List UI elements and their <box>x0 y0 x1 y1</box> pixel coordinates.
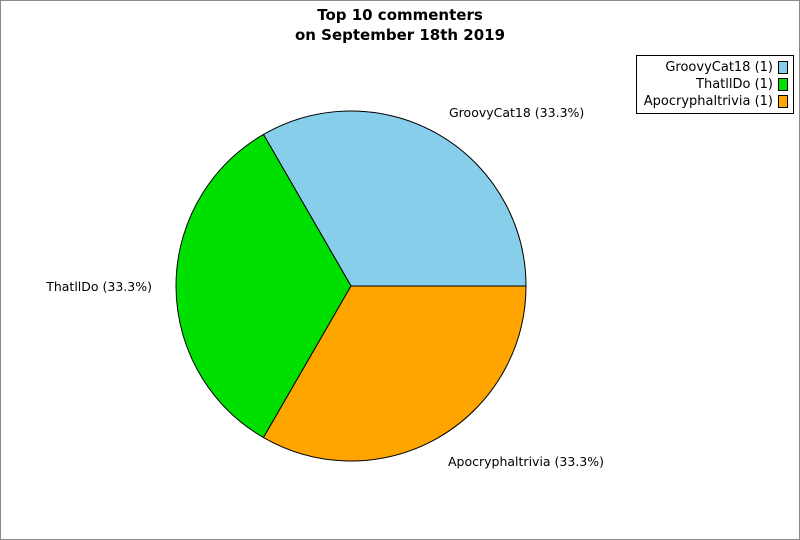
chart-title: Top 10 commenters on September 18th 2019 <box>1 5 799 45</box>
legend-item-groovycat18: GroovyCat18 (1) <box>641 59 788 76</box>
legend-item-thatlldo: ThatllDo (1) <box>641 76 788 93</box>
slice-label-groovycat18: GroovyCat18 (33.3%) <box>449 105 585 120</box>
legend-swatch-apocryphaltrivia <box>778 95 788 108</box>
legend-swatch-thatlldo <box>778 78 788 91</box>
legend-label: Apocryphaltrivia (1) <box>643 93 773 109</box>
pie-slice-apocryphaltrivia <box>263 285 527 462</box>
legend-box: GroovyCat18 (1) ThatllDo (1) Apocryphalt… <box>636 55 794 114</box>
legend-item-apocryphaltrivia: Apocryphaltrivia (1) <box>641 93 788 110</box>
slice-label-thatlldo: ThatllDo (33.3%) <box>46 279 152 294</box>
legend-swatch-groovycat18 <box>778 61 788 74</box>
pie-slice-groovycat18 <box>263 110 527 287</box>
legend-label: ThatllDo (1) <box>696 76 773 92</box>
chart-title-line2: on September 18th 2019 <box>294 26 506 44</box>
legend-label: GroovyCat18 (1) <box>665 59 773 75</box>
slice-label-apocryphaltrivia: Apocryphaltrivia (33.3%) <box>448 454 605 469</box>
chart-title-line1: Top 10 commenters <box>317 6 483 24</box>
pie-slice-thatlldo <box>175 133 352 439</box>
